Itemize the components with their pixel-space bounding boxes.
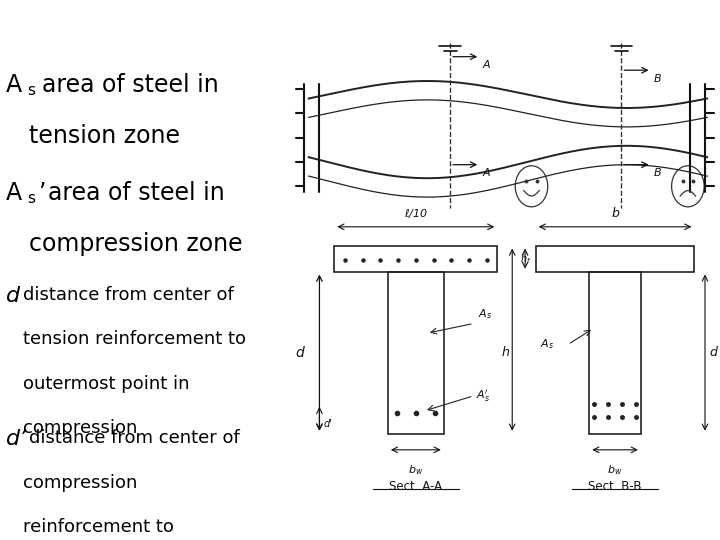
Text: $A_s$: $A_s$ (540, 338, 554, 352)
Bar (590, 272, 641, 434)
Text: area of steel in: area of steel in (48, 181, 225, 205)
Text: $\ell$/10: $\ell$/10 (404, 207, 428, 220)
Text: reinforcement to: reinforcement to (23, 518, 174, 536)
Text: d: d (296, 346, 305, 360)
Text: A: A (6, 181, 22, 205)
Text: compression zone: compression zone (30, 232, 243, 256)
Bar (335, 246, 498, 272)
Text: $b_w$: $b_w$ (408, 463, 423, 477)
Bar (536, 246, 694, 272)
Text: tension zone: tension zone (30, 124, 180, 148)
Text: A: A (6, 73, 22, 97)
Text: d: d (6, 286, 20, 306)
Text: B: B (654, 74, 661, 84)
Text: tension reinforcement to: tension reinforcement to (23, 330, 246, 348)
Text: $A_s'$: $A_s'$ (476, 388, 490, 404)
Text: distance from center of: distance from center of (23, 286, 234, 304)
Text: b: b (611, 207, 619, 220)
Text: $b_w$: $b_w$ (608, 463, 623, 477)
Text: s: s (27, 83, 35, 98)
Text: d': d' (324, 419, 333, 429)
Text: area of steel in: area of steel in (42, 73, 219, 97)
Text: outermost point in: outermost point in (23, 375, 190, 393)
Text: s: s (27, 191, 35, 206)
Text: compression: compression (23, 419, 138, 437)
Text: d: d (710, 346, 718, 359)
Text: ’: ’ (38, 181, 46, 205)
Text: $A_s$: $A_s$ (478, 307, 492, 321)
Text: d’: d’ (6, 429, 27, 449)
Bar (388, 272, 444, 434)
Text: h: h (502, 346, 510, 359)
Text: compression: compression (23, 474, 138, 491)
Text: $h_f$: $h_f$ (520, 252, 531, 266)
Text: distance from center of: distance from center of (30, 429, 240, 447)
Text: A: A (482, 168, 490, 179)
Text: B: B (654, 168, 661, 179)
Text: Sect. A-A: Sect. A-A (390, 480, 442, 492)
Text: A: A (482, 60, 490, 71)
Text: Sect. B-B: Sect. B-B (588, 480, 642, 492)
